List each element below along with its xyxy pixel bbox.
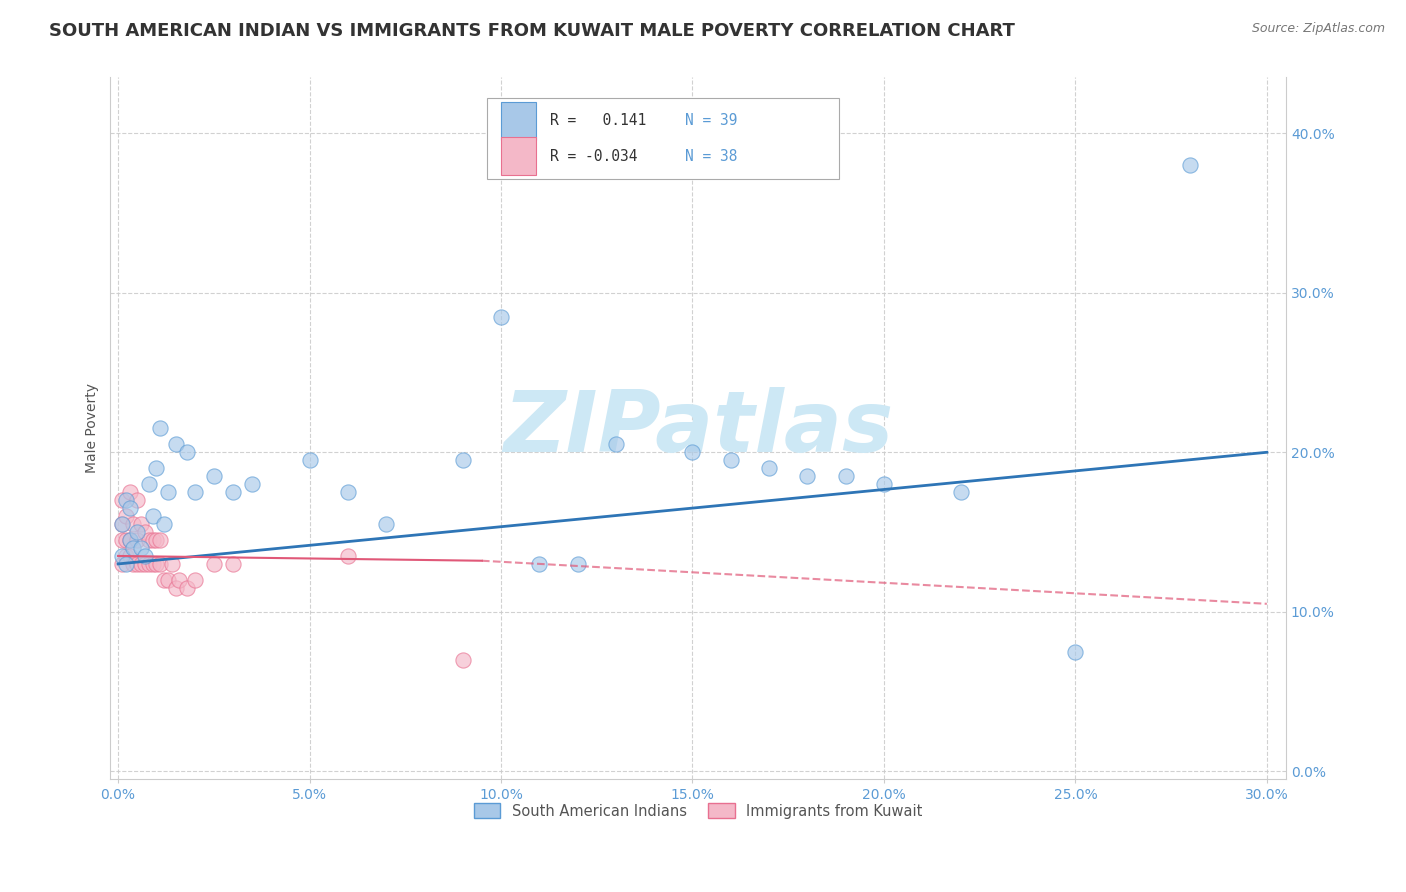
Point — [176, 581, 198, 595]
Point — [165, 437, 187, 451]
Point — [758, 461, 780, 475]
Point — [165, 581, 187, 595]
Point — [129, 557, 152, 571]
Point — [134, 549, 156, 563]
Point — [240, 477, 263, 491]
Point — [153, 517, 176, 532]
Legend: South American Indians, Immigrants from Kuwait: South American Indians, Immigrants from … — [468, 797, 928, 824]
Point — [149, 421, 172, 435]
Point — [451, 453, 474, 467]
Text: N = 38: N = 38 — [685, 149, 738, 163]
Point — [127, 493, 149, 508]
Point — [122, 517, 145, 532]
Point — [222, 557, 245, 571]
Point — [114, 493, 136, 508]
Point — [111, 533, 134, 547]
Point — [114, 557, 136, 571]
Point — [720, 453, 742, 467]
Point — [145, 557, 167, 571]
Point — [118, 533, 141, 547]
Point — [138, 557, 160, 571]
Point — [141, 557, 163, 571]
Point — [202, 557, 225, 571]
FancyBboxPatch shape — [501, 136, 536, 176]
Point — [111, 517, 134, 532]
Point — [605, 437, 627, 451]
Point — [118, 533, 141, 547]
Text: R = -0.034: R = -0.034 — [550, 149, 637, 163]
Point — [153, 573, 176, 587]
Point — [118, 501, 141, 516]
Text: R =   0.141: R = 0.141 — [550, 113, 647, 128]
Point — [145, 461, 167, 475]
Point — [949, 485, 972, 500]
Point — [156, 485, 179, 500]
Point — [111, 549, 134, 563]
Point — [1180, 158, 1202, 172]
Point — [149, 533, 172, 547]
Point — [111, 493, 134, 508]
Text: Source: ZipAtlas.com: Source: ZipAtlas.com — [1251, 22, 1385, 36]
Point — [156, 573, 179, 587]
FancyBboxPatch shape — [486, 98, 839, 179]
Point — [127, 524, 149, 539]
Point — [529, 557, 551, 571]
Y-axis label: Male Poverty: Male Poverty — [86, 384, 100, 474]
Point — [375, 517, 398, 532]
Text: ZIPatlas: ZIPatlas — [503, 387, 893, 470]
Point — [129, 541, 152, 555]
Point — [118, 549, 141, 563]
Point — [336, 549, 359, 563]
Point — [160, 557, 183, 571]
Point — [122, 557, 145, 571]
Point — [127, 557, 149, 571]
Point — [145, 533, 167, 547]
Point — [134, 557, 156, 571]
Point — [141, 533, 163, 547]
Point — [138, 477, 160, 491]
Point — [176, 445, 198, 459]
Point — [149, 557, 172, 571]
Point — [138, 533, 160, 547]
Point — [222, 485, 245, 500]
Point — [451, 652, 474, 666]
Point — [111, 557, 134, 571]
Point — [796, 469, 818, 483]
Point — [111, 517, 134, 532]
Point — [202, 469, 225, 483]
Point — [134, 524, 156, 539]
Text: SOUTH AMERICAN INDIAN VS IMMIGRANTS FROM KUWAIT MALE POVERTY CORRELATION CHART: SOUTH AMERICAN INDIAN VS IMMIGRANTS FROM… — [49, 22, 1015, 40]
Point — [169, 573, 191, 587]
Point — [129, 517, 152, 532]
Point — [114, 533, 136, 547]
Point — [127, 533, 149, 547]
Point — [118, 485, 141, 500]
Point — [336, 485, 359, 500]
Point — [873, 477, 896, 491]
Point — [122, 541, 145, 555]
FancyBboxPatch shape — [501, 102, 536, 140]
Point — [567, 557, 589, 571]
Text: N = 39: N = 39 — [685, 113, 738, 128]
Point — [834, 469, 856, 483]
Point — [114, 509, 136, 524]
Point — [298, 453, 321, 467]
Point — [489, 310, 512, 324]
Point — [141, 509, 163, 524]
Point — [183, 485, 205, 500]
Point — [114, 549, 136, 563]
Point — [183, 573, 205, 587]
Point — [682, 445, 704, 459]
Point — [1064, 645, 1087, 659]
